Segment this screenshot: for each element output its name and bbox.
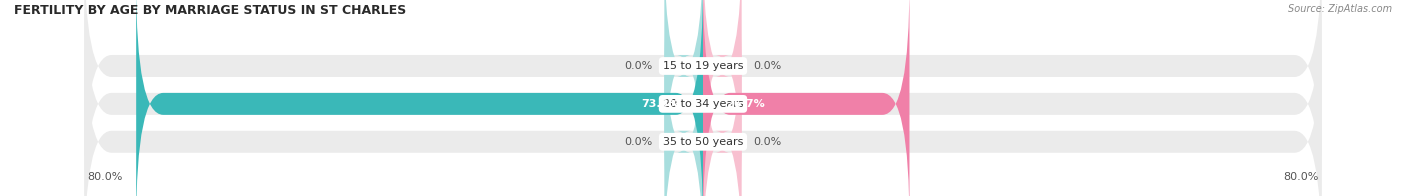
Text: 15 to 19 years: 15 to 19 years bbox=[662, 61, 744, 71]
FancyBboxPatch shape bbox=[665, 0, 703, 188]
Legend: Married, Unmarried: Married, Unmarried bbox=[621, 195, 785, 196]
FancyBboxPatch shape bbox=[84, 20, 1322, 196]
Text: 0.0%: 0.0% bbox=[754, 137, 782, 147]
Text: Source: ZipAtlas.com: Source: ZipAtlas.com bbox=[1288, 4, 1392, 14]
FancyBboxPatch shape bbox=[703, 0, 910, 196]
FancyBboxPatch shape bbox=[84, 0, 1322, 196]
Text: 0.0%: 0.0% bbox=[624, 137, 652, 147]
FancyBboxPatch shape bbox=[136, 0, 703, 196]
Text: FERTILITY BY AGE BY MARRIAGE STATUS IN ST CHARLES: FERTILITY BY AGE BY MARRIAGE STATUS IN S… bbox=[14, 4, 406, 17]
Text: 35 to 50 years: 35 to 50 years bbox=[662, 137, 744, 147]
Text: 80.0%: 80.0% bbox=[1284, 172, 1319, 182]
Text: 20 to 34 years: 20 to 34 years bbox=[662, 99, 744, 109]
FancyBboxPatch shape bbox=[84, 0, 1322, 188]
FancyBboxPatch shape bbox=[665, 20, 703, 196]
FancyBboxPatch shape bbox=[703, 0, 742, 188]
Text: 73.3%: 73.3% bbox=[641, 99, 681, 109]
FancyBboxPatch shape bbox=[703, 20, 742, 196]
Text: 0.0%: 0.0% bbox=[624, 61, 652, 71]
Text: 80.0%: 80.0% bbox=[87, 172, 122, 182]
Text: 26.7%: 26.7% bbox=[725, 99, 765, 109]
Text: 0.0%: 0.0% bbox=[754, 61, 782, 71]
